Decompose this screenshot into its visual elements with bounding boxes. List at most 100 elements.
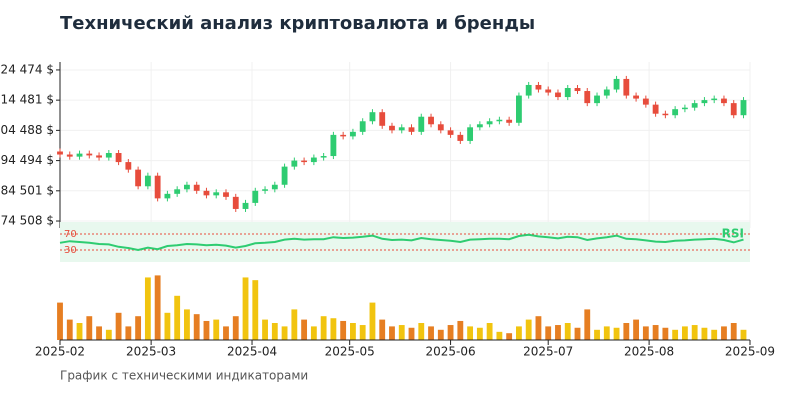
volume-bar: [721, 326, 727, 340]
candle-body: [721, 98, 727, 104]
candle-body: [506, 119, 513, 123]
candle-body: [594, 95, 600, 104]
volume-bar: [584, 309, 591, 340]
candle-body: [115, 153, 122, 163]
rsi-level-label: 70: [64, 229, 77, 240]
candle-body: [379, 112, 386, 126]
volume-bar: [506, 333, 513, 340]
chart-subtitle: График с техническими индикаторами: [60, 369, 308, 383]
y-tick-label: 74 508 $: [1, 214, 54, 228]
candle-body: [515, 95, 522, 123]
candle-body: [633, 95, 640, 99]
candle-body: [525, 84, 532, 96]
candle-body: [262, 189, 268, 191]
candle-body: [535, 84, 542, 90]
volume-bar: [642, 326, 649, 340]
candle-body: [174, 189, 181, 194]
volume-bar: [369, 302, 376, 340]
candle-body: [476, 124, 483, 128]
candle-body: [291, 160, 298, 167]
candle-body: [320, 156, 327, 158]
candle-body: [555, 92, 561, 98]
volume-bar: [408, 327, 415, 340]
candle-body: [564, 88, 571, 98]
candle-body: [545, 89, 552, 93]
volume-bar: [545, 326, 552, 340]
volume-bar: [486, 323, 493, 340]
volume-bar: [184, 309, 190, 340]
volume-bar: [457, 320, 464, 340]
volume-bar: [310, 326, 317, 340]
volume-bar: [389, 326, 395, 340]
candle-body: [496, 119, 503, 122]
y-tick-label: 104 488 $: [0, 123, 54, 137]
volume-bar: [232, 316, 239, 340]
candle-body: [76, 153, 83, 157]
rsi-line: [59, 233, 744, 252]
volume-bar: [574, 327, 581, 340]
y-tick-label: 94 494 $: [1, 153, 54, 167]
volume-bar: [76, 323, 83, 340]
y-tick-label: 114 481 $: [0, 93, 54, 107]
x-tick-label: 2025-08: [624, 345, 674, 359]
volume-bar: [535, 316, 542, 340]
volume-bar: [213, 319, 220, 340]
volume-bar: [633, 319, 640, 340]
volume-bar: [701, 327, 708, 340]
candle-body: [730, 103, 737, 116]
candle-body: [389, 125, 395, 131]
candle-body: [105, 153, 112, 158]
volume-bar: [672, 329, 679, 340]
candle-body: [623, 78, 630, 96]
volume-bar: [115, 312, 122, 340]
volume-bar: [652, 325, 659, 340]
candle-body: [642, 98, 649, 105]
candle-body: [574, 88, 581, 92]
volume-bar: [340, 320, 347, 340]
candle-body: [437, 124, 444, 131]
volume-bar: [613, 327, 620, 340]
candle-body: [213, 192, 220, 196]
candle-body: [310, 157, 317, 163]
candle-body: [613, 78, 620, 90]
volume-bar: [555, 325, 561, 340]
candle-body: [281, 166, 288, 185]
candle-body: [408, 127, 415, 132]
volume-bar: [467, 326, 474, 340]
candle-body: [428, 116, 434, 125]
candle-body: [66, 154, 73, 157]
candle-body: [681, 107, 688, 110]
volume-bar: [476, 327, 483, 340]
y-tick-label: 124 474 $: [0, 62, 54, 76]
candle-body: [662, 113, 669, 116]
candle-body: [340, 134, 347, 137]
volume-bar: [662, 327, 669, 340]
volume-bar: [515, 326, 522, 340]
candle-body: [135, 169, 142, 187]
volume-bar: [564, 323, 571, 340]
candle-body: [467, 127, 474, 141]
volume-bar: [320, 316, 327, 340]
volume-bar: [271, 323, 278, 340]
chart-title: Технический анализ криптовалюта и бренды: [60, 13, 535, 34]
volume-bar: [86, 316, 93, 340]
volume-bar: [525, 319, 532, 340]
candle-body: [603, 89, 610, 96]
volume-bar: [281, 326, 288, 340]
volume-bar: [125, 326, 132, 340]
candle-body: [447, 130, 454, 135]
candle-body: [691, 103, 698, 108]
candle-body: [252, 190, 259, 203]
volume-bar: [291, 309, 298, 340]
volume-bar: [418, 323, 425, 340]
candle-body: [369, 112, 376, 122]
volume-bar: [135, 316, 142, 340]
volume-bar: [603, 326, 610, 340]
volume-bar: [437, 329, 444, 340]
volume-bar: [193, 314, 200, 340]
candle-body: [584, 91, 591, 104]
candle-body: [359, 121, 366, 132]
x-tick-label: 2025-02: [35, 345, 85, 359]
volume-bar: [144, 277, 151, 340]
candle-body: [193, 184, 200, 191]
